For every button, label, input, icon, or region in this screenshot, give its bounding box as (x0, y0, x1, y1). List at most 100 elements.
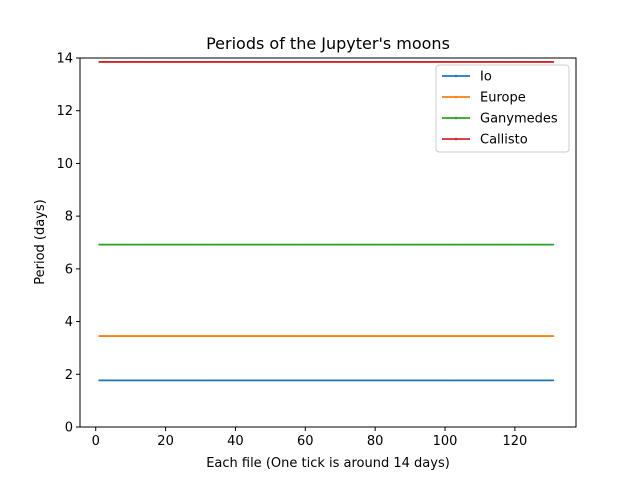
series-markers-io (98, 379, 555, 382)
data-point (423, 379, 425, 382)
data-point (398, 243, 401, 246)
data-point (175, 379, 177, 382)
data-point (157, 335, 160, 337)
data-point (178, 335, 181, 337)
data-point (175, 243, 177, 246)
data-point (349, 61, 352, 63)
data-point (458, 243, 460, 246)
data-point (475, 61, 478, 63)
data-point (332, 379, 335, 382)
data-point (252, 335, 254, 337)
data-point (185, 243, 188, 246)
data-point (164, 243, 167, 246)
data-point (482, 335, 485, 337)
data-point (447, 379, 450, 382)
data-point (307, 335, 310, 337)
data-point (224, 61, 226, 63)
data-point (356, 335, 359, 337)
data-point (241, 243, 244, 246)
data-point (129, 243, 132, 246)
x-axis-label: Each file (One tick is around 14 days) (206, 456, 450, 471)
data-point (447, 243, 450, 246)
data-point (252, 243, 254, 246)
x-tick-label: 60 (297, 434, 314, 449)
data-point (210, 335, 212, 337)
data-point (412, 335, 415, 337)
data-point (426, 379, 429, 382)
data-point (437, 335, 439, 337)
data-point (482, 243, 485, 246)
data-point (391, 61, 394, 63)
data-point (283, 243, 286, 246)
data-point (475, 243, 478, 246)
data-point (440, 379, 443, 382)
data-point (126, 335, 129, 337)
data-point (534, 335, 537, 337)
data-point (192, 335, 195, 337)
data-point (189, 335, 191, 337)
data-point (283, 335, 286, 337)
data-point (122, 335, 125, 337)
data-point (203, 335, 205, 337)
data-point (527, 61, 530, 63)
data-point (189, 61, 191, 63)
data-point (398, 379, 401, 382)
data-point (227, 335, 230, 337)
data-point (461, 61, 464, 63)
data-point (161, 61, 163, 63)
data-point (279, 335, 282, 337)
data-point (307, 61, 310, 63)
data-point (262, 61, 265, 63)
data-point (112, 379, 115, 382)
data-point (199, 335, 202, 337)
data-point (419, 335, 422, 337)
data-point (486, 379, 488, 382)
data-point (545, 61, 548, 63)
data-point (245, 243, 247, 246)
data-point (531, 243, 534, 246)
data-point (241, 61, 244, 63)
data-point (129, 379, 132, 382)
data-point (398, 335, 401, 337)
data-point (136, 61, 139, 63)
data-point (444, 379, 446, 382)
data-point (238, 379, 240, 382)
data-point (213, 379, 216, 382)
data-point (297, 379, 300, 382)
data-point (258, 61, 261, 63)
data-point (433, 61, 436, 63)
data-point (517, 243, 520, 246)
data-point (325, 243, 328, 246)
x-tick-label: 80 (367, 434, 384, 449)
data-point (143, 379, 146, 382)
data-point (391, 379, 394, 382)
data-point (206, 61, 209, 63)
data-point (311, 335, 314, 337)
data-point (217, 61, 219, 63)
data-point (423, 243, 425, 246)
data-point (451, 335, 453, 337)
data-point (381, 379, 384, 382)
data-point (503, 335, 506, 337)
data-point (534, 61, 537, 63)
data-point (196, 335, 198, 337)
data-point (363, 335, 366, 337)
data-point (140, 335, 143, 337)
data-point (360, 61, 363, 63)
data-point (168, 61, 170, 63)
y-tick-label: 6 (65, 262, 73, 277)
legend-box (435, 64, 570, 153)
data-point (440, 243, 443, 246)
data-point (196, 61, 198, 63)
data-point (297, 335, 300, 337)
data-point (472, 335, 474, 337)
data-point (265, 379, 268, 382)
data-point (321, 335, 324, 337)
data-point (493, 379, 495, 382)
data-point (185, 335, 188, 337)
data-point (531, 379, 534, 382)
data-point (335, 61, 338, 63)
data-point (472, 379, 474, 382)
data-point (534, 379, 537, 382)
